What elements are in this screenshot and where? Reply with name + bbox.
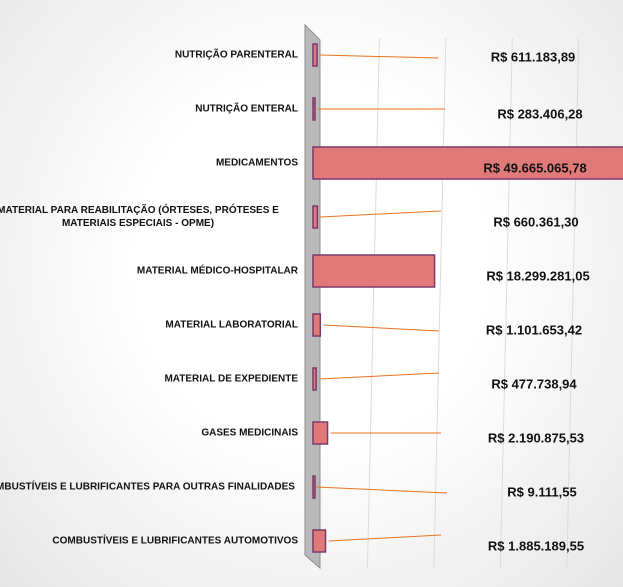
category-label: MATERIAL DE EXPEDIENTE [164,373,298,385]
value-label: R$ 611.183,89 [491,49,576,64]
category-label: GASES MEDICINAIS [201,427,298,439]
leader-line [328,534,442,542]
value-label: R$ 49.665.065,78 [483,160,586,175]
value-label: R$ 1.101.653,42 [486,322,582,337]
bar [312,146,623,180]
bar [312,97,316,121]
value-label: R$ 2.190.875,53 [488,430,584,445]
category-label: NUTRIÇÃO ENTERAL [195,103,298,115]
grid-line [566,37,580,569]
bar [312,367,317,391]
category-label: MATERIAL PARA REABILITAÇÃO (ÓRTESES, PRÓ… [0,205,279,229]
category-label: MEDICAMENTOS [215,157,298,169]
category-label: COMBUSTÍVEIS E LUBRIFICANTES PARA OUTRAS… [0,481,295,493]
grid-line [433,37,447,569]
bar [312,475,316,499]
grid-line [366,37,380,569]
leader-line [319,372,440,380]
value-label: R$ 477.738,94 [491,376,577,391]
leader-line [320,210,442,218]
grid-line [499,37,513,569]
value-label: R$ 9.111,55 [507,484,576,499]
category-label: MATERIAL MÉDICO-HOSPITALAR [136,265,298,277]
bar [312,205,319,229]
bar [312,421,329,445]
value-label: R$ 283.406,28 [497,106,582,121]
leader-line [323,324,440,332]
bar [312,529,327,553]
category-label: COMBUSTÍVEIS E LUBRIFICANTES AUTOMOTIVOS [52,535,298,547]
value-label: R$ 18.299.281,05 [486,268,589,283]
category-label: MATERIAL LABORATORIAL [165,319,298,331]
leader-line [320,54,439,59]
bar [312,254,436,288]
leader-line [316,486,448,494]
value-label: R$ 1.885.189,55 [488,538,584,553]
category-label: NUTRIÇÃO PARENTERAL [174,49,298,61]
value-label: R$ 660.361,30 [493,214,578,229]
bar [312,43,318,67]
bar [312,313,322,337]
